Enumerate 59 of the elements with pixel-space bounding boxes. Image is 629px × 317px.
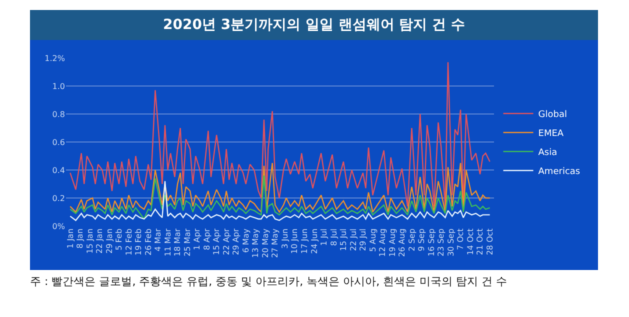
x-tick-label: 5 Aug (368, 228, 378, 252)
y-tick-label: 1.2% (44, 54, 66, 63)
line-series (70, 62, 490, 207)
x-tick-label: 21 Oct (476, 228, 485, 256)
x-tick-label: 14 Oct (466, 228, 475, 256)
x-tick-label: 16 Sep (426, 228, 436, 256)
x-tick-label: 15 Jul (339, 228, 348, 251)
legend-label: EMEA (538, 129, 564, 140)
y-tick-label: 0.8 (52, 110, 65, 119)
y-tick-label: 0.2 (52, 194, 65, 203)
legend-label: Asia (538, 148, 558, 158)
x-tick-label: 15 Jan (85, 228, 94, 254)
x-tick-label: 8 Jan (76, 228, 85, 249)
x-tick-label: 19 Feb (134, 228, 144, 256)
x-tick-label: 17 Jun (300, 228, 309, 254)
x-tick-label: 24 Jun (310, 228, 319, 254)
x-tick-label: 6 May (241, 228, 250, 253)
x-tick-label: 10 Jun (290, 228, 300, 254)
x-tick-label: 29 Jul (358, 228, 368, 251)
x-tick-label: 28 Oct (485, 228, 494, 256)
y-tick-label: 0.4 (52, 166, 65, 175)
x-tick-label: 25 Mar (182, 228, 192, 256)
x-tick-label: 8 Apr (202, 228, 212, 250)
x-tick-label: 13 May (251, 228, 260, 258)
x-tick-label: 23 Sep (436, 228, 446, 256)
legend-label: Global (538, 110, 567, 120)
x-tick-label: 26 Aug (398, 228, 407, 257)
x-tick-label: 19 Aug (388, 228, 397, 257)
x-tick-label: 5 Feb (114, 228, 124, 250)
x-tick-label: 27 May (270, 228, 280, 258)
x-tick-label: 30 Sep (446, 228, 456, 256)
x-tick-label: 1 Jan (66, 228, 75, 249)
y-tick-label: 1.0 (52, 82, 65, 91)
y-tick-label: 0.6 (52, 138, 65, 147)
y-tick-label: 0% (52, 222, 66, 231)
x-tick-label: 8 Jul (329, 228, 338, 246)
x-tick-label: 9 Sep (417, 228, 426, 252)
x-tick-label: 18 Mar (173, 228, 182, 256)
x-tick-label: 7 Oct (456, 228, 466, 250)
line-series (70, 162, 490, 213)
x-tick-label: 15 Apr (212, 228, 222, 256)
x-tick-label: 26 Feb (144, 228, 153, 256)
legend-label: Americas (538, 167, 580, 178)
x-tick-label: 1 Apr (192, 228, 202, 250)
text: 주 : 빨간색은 글로벌, 주황색은 유럽, 중동 및 아프리카, 녹색은 아시아, 흰색은 미국의 탐지 건 수 (30, 274, 508, 289)
chart-title: 2020년 3분기까지의 일일 랜섬웨어 탐지 건 수 (30, 10, 598, 40)
x-tick-label: 22 Jul (348, 228, 358, 251)
x-tick-label: 2 Sep (407, 228, 416, 252)
x-tick-label: 29 Jan (104, 228, 114, 254)
x-tick-label: 12 Feb (124, 228, 134, 256)
x-tick-label: 29 Apr (232, 228, 241, 256)
x-tick-label: 20 May (260, 228, 270, 258)
x-tick-label: 1 Jul (320, 228, 329, 246)
x-tick-label: 22 Jan (95, 228, 104, 254)
x-tick-label: 3 Jun (280, 228, 290, 249)
x-tick-label: 22 Apr (222, 228, 231, 256)
x-tick-label: 4 Mar (154, 228, 163, 252)
x-tick-label: 11 Mar (163, 228, 172, 256)
x-tick-label: 12 Aug (378, 228, 388, 257)
